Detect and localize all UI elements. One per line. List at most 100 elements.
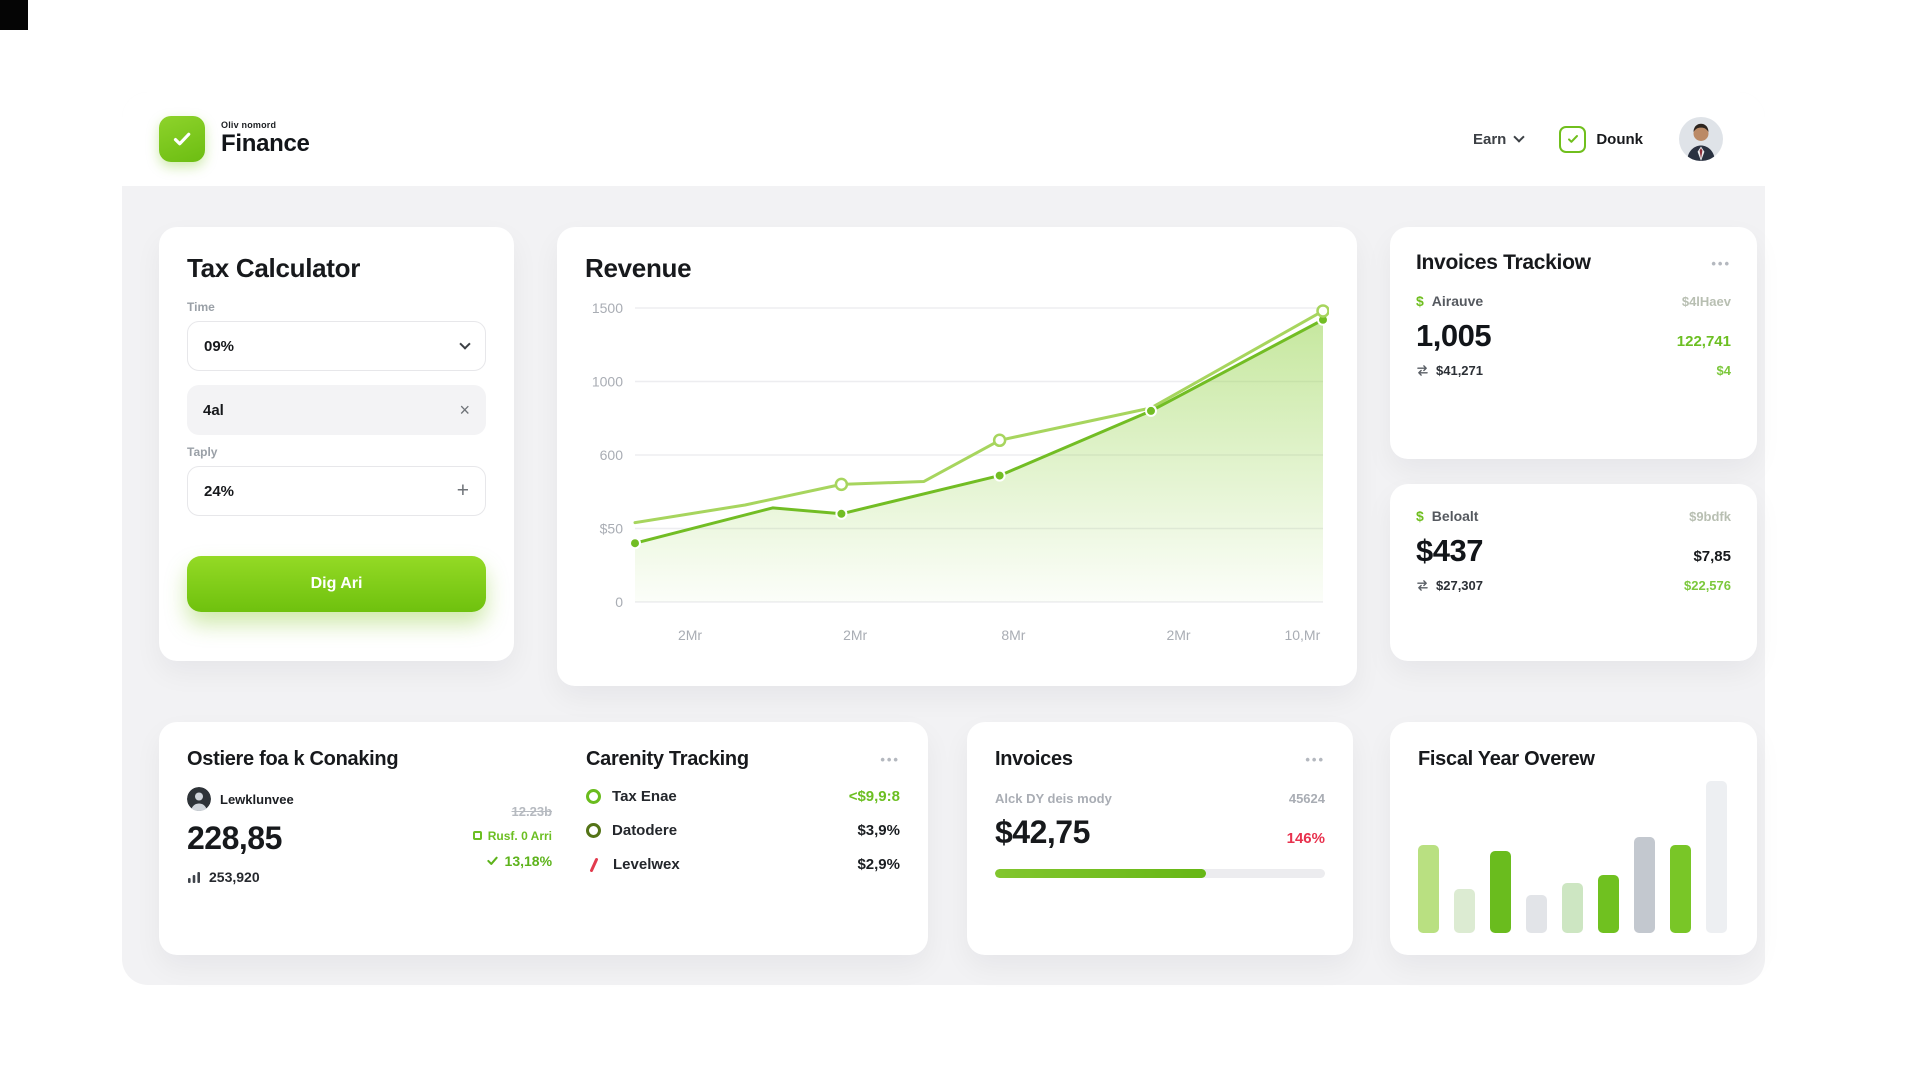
brand-text: Oliv nomord Finance <box>221 120 310 158</box>
ostiere-amount: 228,85 <box>187 820 282 856</box>
beloalt-amount-right: $7,85 <box>1693 548 1731 565</box>
carenity-row: Levelwex $2,9% <box>586 856 900 873</box>
fiscal-bar <box>1706 781 1727 933</box>
rate-input[interactable] <box>204 482 403 500</box>
tracking-label-row: $ Airauve $4lHaev <box>1416 293 1731 309</box>
brand-title: Finance <box>221 130 310 158</box>
fiscal-title: Fiscal Year Overew <box>1418 748 1595 770</box>
ostiere-user-name: Lewklunvee <box>220 791 294 807</box>
fiscal-bar <box>1490 851 1511 933</box>
beloalt-label: Beloalt <box>1431 508 1479 524</box>
finance-logo-icon <box>159 116 205 162</box>
ostiere-main: Lewklunvee 228,85 253,920 <box>187 787 294 885</box>
tax-calculator-title: Tax Calculator <box>187 253 361 283</box>
tracking-sub: $41,271 <box>1436 363 1483 378</box>
time-select[interactable]: 09% <box>187 321 486 371</box>
fiscal-year-card: Fiscal Year Overew <box>1390 722 1757 955</box>
fiscal-bar <box>1634 837 1655 933</box>
carenity-row-value: $3,9% <box>857 822 900 839</box>
tracking-sub-right: $4 <box>1716 363 1731 378</box>
svg-text:8Mr: 8Mr <box>1001 627 1025 643</box>
dollar-icon: $ <box>1416 293 1424 309</box>
ellipsis-menu-icon[interactable]: ••• <box>880 752 900 767</box>
bar-chart-icon <box>188 872 200 883</box>
ostiere-user-row: Lewklunvee <box>187 787 294 811</box>
carenity-row: Tax Enae <$9,9:8 <box>586 788 900 805</box>
dounk-menu[interactable]: Dounk <box>1559 125 1643 153</box>
ostiere-side-bottom: 13,18% <box>486 853 552 869</box>
square-icon <box>472 831 482 840</box>
invoices-amount: $42,75 <box>995 814 1090 850</box>
earn-label: Earn <box>1472 130 1507 148</box>
ellipsis-menu-icon[interactable]: ••• <box>1305 752 1325 767</box>
brand-subtitle: Oliv nomord <box>221 120 277 131</box>
ostiere-carenity-card: Ostiere foa k Conaking Lewklunvee 228,85… <box>159 722 928 955</box>
tracking-sub-row: $41,271 $4 <box>1416 363 1731 378</box>
svg-text:2Mr: 2Mr <box>678 627 702 643</box>
chevron-down-icon <box>459 338 471 350</box>
carenity-row-label: Datodere <box>612 822 678 839</box>
chevron-down-icon <box>1513 131 1525 143</box>
carenity-row-label: Tax Enae <box>612 788 677 805</box>
ostiere-section: Ostiere foa k Conaking Lewklunvee 228,85… <box>187 748 572 929</box>
svg-text:10,Mr: 10,Mr <box>1284 627 1320 643</box>
ellipsis-menu-icon[interactable]: ••• <box>1711 255 1731 271</box>
svg-text:2Mr: 2Mr <box>1166 627 1190 643</box>
brand: Oliv nomord Finance <box>159 116 310 162</box>
beloalt-amount-row: $437 $7,85 <box>1416 533 1731 569</box>
beloalt-amount: $437 <box>1416 533 1483 568</box>
beloalt-sub-row: $27,307 $22,576 <box>1416 578 1731 593</box>
red-slash-icon <box>590 857 599 872</box>
beloalt-card: $ Beloalt $9bdfk $437 $7,85 $27,307 $22,… <box>1390 484 1757 661</box>
invoices-percent: 146% <box>1286 830 1325 847</box>
tracking-amount: 1,005 <box>1416 318 1492 353</box>
svg-text:1000: 1000 <box>592 374 623 390</box>
invoices-tracking-title: Invoices Trackiow <box>1416 251 1591 274</box>
invoices-amount-row: $42,75 146% <box>995 814 1325 851</box>
ostiere-side-top: 12.23b <box>511 803 553 819</box>
ostiere-side-column: 12.23b Rusf. 0 Arri 13,18% <box>472 787 558 885</box>
header-actions: Earn Dounk <box>1473 117 1723 161</box>
beloalt-label-row: $ Beloalt $9bdfk <box>1416 508 1731 524</box>
user-avatar-small <box>187 787 211 811</box>
invoices-progress-fill <box>995 869 1207 878</box>
screen-corner-artifact <box>0 0 28 30</box>
dounk-label: Dounk <box>1596 130 1643 148</box>
invoices-progress-track <box>995 869 1325 878</box>
swap-icon <box>1417 580 1428 591</box>
invoices-note-right: 45624 <box>1288 791 1325 806</box>
amount-input[interactable] <box>203 401 404 419</box>
fiscal-bar <box>1526 895 1547 933</box>
revenue-chart: 1500 1000 600 $50 0 2Mr 2Mr 8Mr 2Mr 10,Mr <box>585 290 1330 650</box>
beloalt-sub-right: $22,576 <box>1684 578 1731 593</box>
header: Oliv nomord Finance Earn Dounk <box>122 92 1765 186</box>
svg-text:600: 600 <box>600 447 624 463</box>
ostiere-sub-row: 253,920 <box>187 869 294 885</box>
fiscal-bar <box>1418 845 1439 933</box>
carenity-row-value: <$9,9:8 <box>848 788 900 805</box>
time-select-value: 09% <box>204 337 235 355</box>
plus-icon[interactable]: + <box>456 479 469 502</box>
revenue-card: Revenue 1500 1000 600 $50 0 2Mr 2Mr 8Mr 2Mr 10,Mr <box>557 227 1357 686</box>
invoices-card: Invoices ••• Alck DY deis mody 45624 $42… <box>967 722 1353 955</box>
user-avatar[interactable] <box>1679 117 1723 161</box>
earn-menu[interactable]: Earn <box>1472 130 1525 148</box>
carenity-row: Datodere $3,9% <box>586 822 900 839</box>
svg-text:2Mr: 2Mr <box>843 627 867 643</box>
swap-icon <box>1417 365 1428 376</box>
invoices-note-row: Alck DY deis mody 45624 <box>995 791 1325 806</box>
ostiere-title: Ostiere foa k Conaking <box>187 748 399 770</box>
time-label: Time <box>187 300 215 314</box>
carenity-section: Carenity Tracking ••• Tax Enae <$9,9:8 D… <box>572 748 900 929</box>
dig-ari-button[interactable]: Dig Ari <box>187 556 486 612</box>
fiscal-bar <box>1562 883 1583 933</box>
carenity-row-value: $2,9% <box>857 856 900 873</box>
amount-field-wrap: × <box>187 385 486 435</box>
beloalt-sub: $27,307 <box>1436 578 1483 593</box>
donut-dark-icon <box>586 823 602 838</box>
ostiere-sub-value: 253,920 <box>209 869 260 885</box>
taply-label: Taply <box>187 445 218 459</box>
revenue-title: Revenue <box>585 253 692 283</box>
clear-icon[interactable]: × <box>459 399 470 420</box>
svg-text:0: 0 <box>615 594 623 610</box>
